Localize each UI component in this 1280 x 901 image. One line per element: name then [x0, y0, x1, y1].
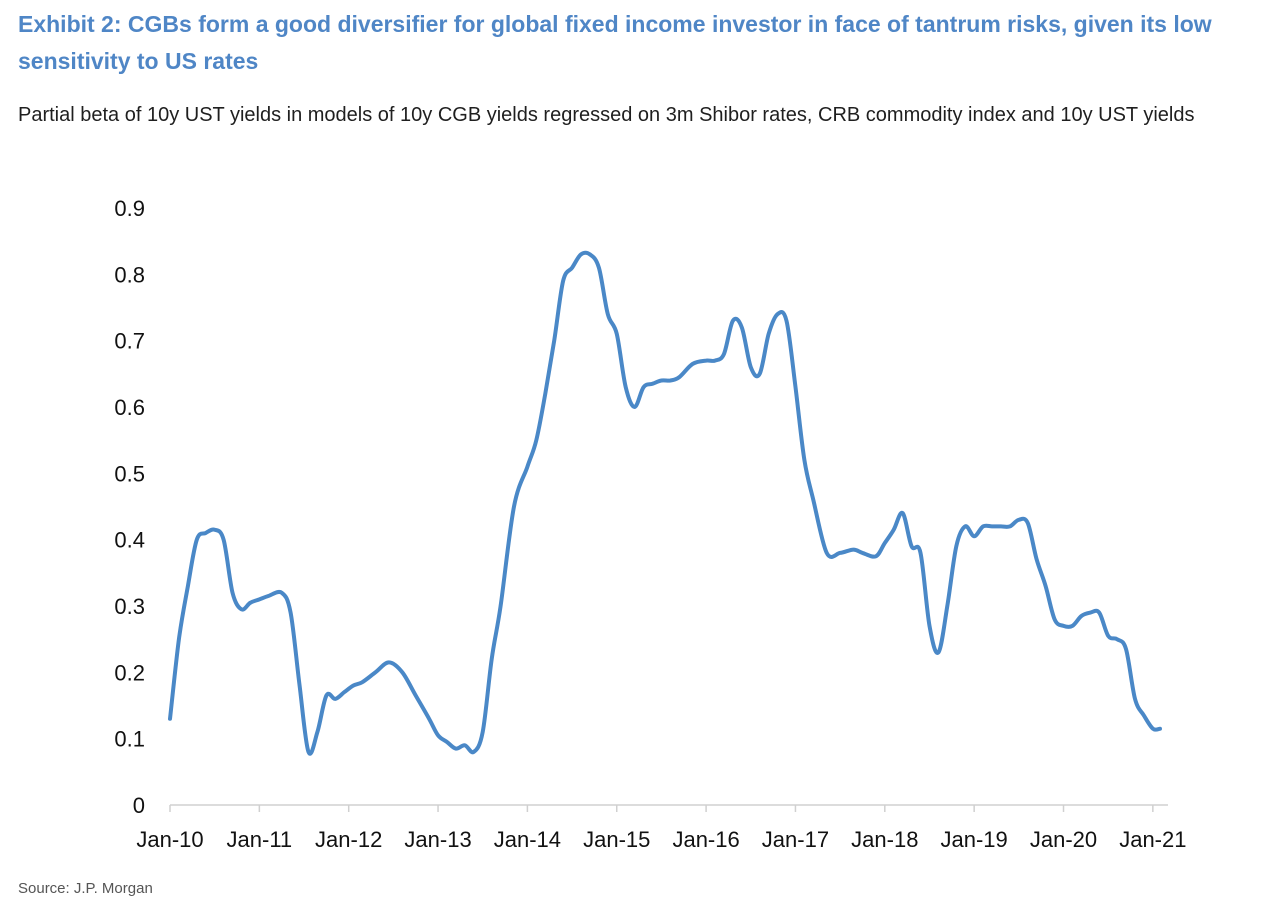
line-chart: 00.10.20.30.40.50.60.70.80.9 Jan-10 Jan-1…: [114, 196, 1186, 852]
y-tick-label: 0.2: [114, 660, 145, 685]
source-note: Source: J.P. Morgan: [18, 880, 153, 897]
x-tick-label: Jan-13: [404, 827, 471, 852]
x-tick-label: Jan-18: [851, 827, 918, 852]
y-tick-label: 0.1: [114, 727, 145, 752]
x-axis: [169, 804, 1168, 812]
x-tick-label: Jan-21: [1119, 827, 1186, 852]
y-tick-label: 0: [133, 793, 145, 818]
chart-subtitle: Partial beta of 10y UST yields in models…: [18, 104, 1195, 126]
x-tick-label: Jan-10: [136, 827, 203, 852]
series-layer: [168, 250, 1162, 756]
y-tick-label: 0.5: [114, 461, 145, 486]
y-axis-labels: 0 0.1 0.2 0.3 0.4 0.5 0.6 0.7 0.8 0.9: [114, 196, 145, 818]
series-line-0: [168, 250, 1162, 756]
y-tick-label: 0.4: [114, 528, 145, 553]
y-tick-label: 0.8: [114, 262, 145, 287]
x-tick-label: Jan-19: [941, 827, 1008, 852]
y-tick-label: 0.6: [114, 395, 145, 420]
x-tick-label: Jan-20: [1030, 827, 1097, 852]
y-tick-label: 0.9: [114, 196, 145, 221]
y-tick-label: 0.3: [114, 594, 145, 619]
x-axis-labels: Jan-10 Jan-11 Jan-12 Jan-13 Jan-14 Jan-15 Jan-…: [136, 827, 1186, 852]
x-tick-label: Jan-17: [762, 827, 829, 852]
x-tick-label: Jan-11: [227, 827, 293, 852]
x-tick-label: Jan-16: [672, 827, 739, 852]
x-tick-label: Jan-12: [315, 827, 382, 852]
chart-title: Exhibit 2: CGBs form a good diversifier …: [18, 11, 1212, 74]
x-tick-label: Jan-14: [494, 827, 561, 852]
y-tick-label: 0.7: [114, 329, 145, 354]
x-tick-label: Jan-15: [583, 827, 650, 852]
